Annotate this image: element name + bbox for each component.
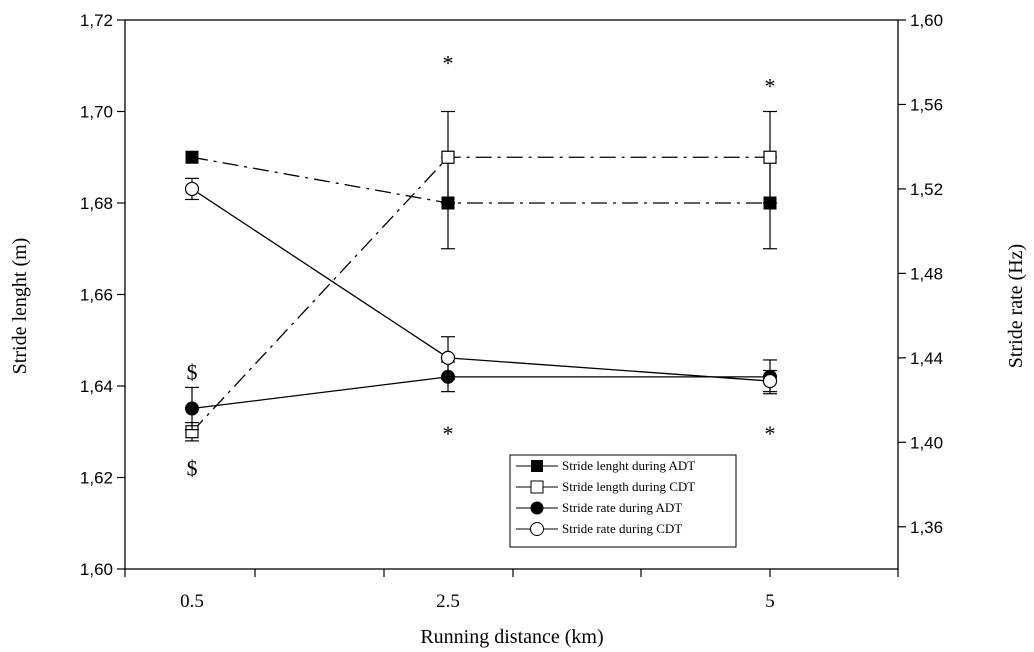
- legend-marker: [530, 501, 544, 515]
- right-y-tick-label: 1,40: [910, 433, 943, 452]
- data-point-marker: [185, 401, 199, 416]
- series-3: [185, 359, 777, 431]
- significance-star: *: [443, 421, 454, 446]
- significance-star: *: [443, 51, 454, 76]
- legend-label: Stride length during CDT: [562, 479, 695, 494]
- right-y-tick-label: 1,56: [910, 95, 943, 114]
- right-y-axis-title: Stride rate (Hz): [1005, 244, 1027, 368]
- series-1: [185, 150, 777, 250]
- series-4: [184, 177, 778, 393]
- significance-star: *: [765, 421, 776, 446]
- series-layer: [184, 110, 778, 442]
- data-point-marker: [763, 150, 777, 164]
- significance-dollar: $: [187, 455, 198, 480]
- series-2: [185, 110, 777, 442]
- legend-entry: Stride rate during CDT: [516, 521, 682, 536]
- x-tick-label: 5: [765, 591, 775, 612]
- data-point-marker: [440, 350, 456, 365]
- right-y-tick-label: 1,48: [910, 264, 943, 283]
- x-axis: 0.5 2.5 5: [124, 569, 899, 612]
- legend: Stride lenght during ADT Stride length du…: [509, 454, 737, 548]
- series-line: [191, 156, 770, 204]
- legend-marker: [531, 460, 543, 472]
- right-y-axis: 1,36 1,40 1,44 1,48 1,52 1,56 1,60: [898, 11, 943, 537]
- legend-label: Stride rate during CDT: [562, 521, 682, 536]
- annotations: $ $ * * * *: [187, 51, 776, 481]
- right-y-tick-label: 1,44: [910, 349, 943, 368]
- left-y-tick-label: 1,66: [80, 286, 113, 305]
- legend-label: Stride rate during ADT: [562, 500, 682, 515]
- right-y-tick-label: 1,36: [910, 518, 943, 537]
- data-point-marker: [184, 181, 200, 197]
- significance-dollar: $: [187, 359, 198, 384]
- left-y-axis-title: Stride lenght (m): [9, 238, 31, 375]
- x-tick-label: 2.5: [436, 591, 460, 612]
- series-line: [191, 156, 770, 433]
- series-line: [191, 188, 771, 382]
- legend-box: [509, 454, 737, 548]
- left-y-tick-label: 1,60: [80, 560, 113, 579]
- left-y-tick-label: 1,68: [80, 194, 113, 213]
- x-tick-label: 0.5: [180, 591, 204, 612]
- left-y-tick-label: 1,72: [80, 11, 113, 30]
- right-y-tick-label: 1,60: [910, 11, 943, 30]
- legend-entry: Stride lenght during ADT: [516, 458, 695, 473]
- legend-label: Stride lenght during ADT: [562, 458, 695, 473]
- x-axis-title: Running distance (km): [420, 626, 603, 648]
- data-point-marker: [762, 373, 778, 389]
- series-line: [191, 376, 770, 410]
- significance-star: *: [765, 73, 776, 98]
- left-y-tick-label: 1,70: [80, 103, 113, 122]
- legend-marker: [530, 480, 544, 494]
- left-y-tick-label: 1,64: [80, 377, 113, 396]
- data-point-marker: [185, 150, 199, 164]
- legend-entry: Stride rate during ADT: [516, 500, 682, 515]
- left-y-axis: 1,60 1,62 1,64 1,66 1,68 1,70 1,72: [80, 11, 125, 579]
- left-y-tick-label: 1,62: [80, 469, 113, 488]
- legend-marker: [530, 522, 544, 536]
- data-point-marker: [441, 150, 455, 164]
- right-y-tick-label: 1,52: [910, 180, 943, 199]
- legend-entry: Stride length during CDT: [516, 479, 695, 494]
